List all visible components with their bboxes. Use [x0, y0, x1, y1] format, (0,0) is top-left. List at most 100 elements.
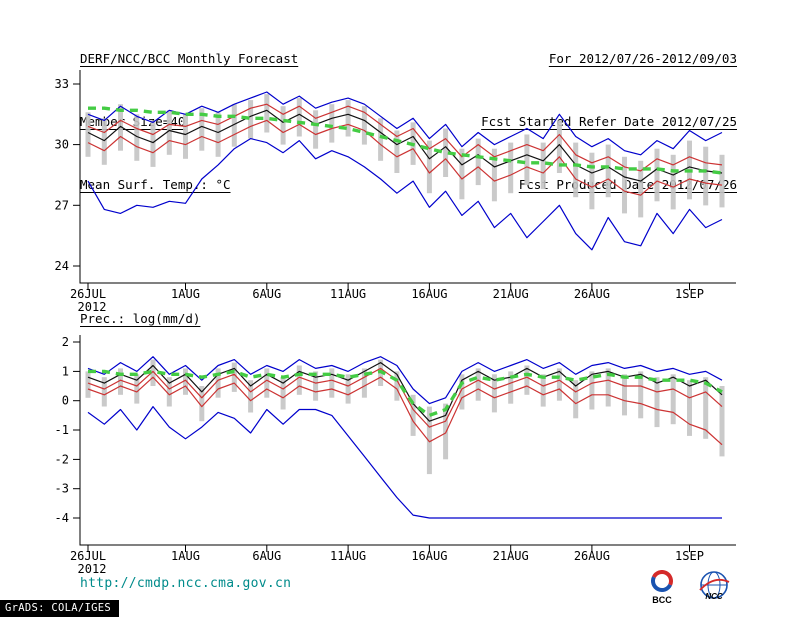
spread-bar [410, 394, 416, 436]
spread-bar [361, 106, 367, 145]
series-upper-quartile-line [87, 103, 723, 172]
series-upper-quartile-line [87, 367, 723, 428]
spread-bar [638, 160, 644, 218]
spread-bar [540, 142, 546, 190]
bcc-swirl-icon [651, 570, 673, 592]
spread-bar [459, 148, 465, 200]
spread-bar [313, 371, 319, 401]
x-tick-label: 21AUG [493, 287, 529, 301]
x-tick-label: 26AUG [574, 549, 610, 563]
spread-bar [589, 371, 595, 410]
x-tick-label: 11AUG [330, 287, 366, 301]
spread-bar [183, 114, 188, 159]
bcc-logo: BCC [651, 570, 673, 605]
series-lower-quartile-line [87, 119, 723, 196]
spread-bar [85, 112, 91, 157]
series-climatology-line [88, 106, 723, 175]
spread-bar [378, 118, 384, 161]
spread-bar [703, 146, 709, 206]
spread-bar [166, 377, 172, 407]
spread-bar [101, 118, 107, 165]
spread-bar [426, 140, 432, 194]
spread-bar [150, 120, 156, 167]
series-ensemble-min-line [87, 406, 722, 519]
spread-bar [654, 377, 660, 428]
x-tick-label: 1SEP [675, 549, 704, 563]
y-tick-label: -2 [55, 452, 69, 466]
spread-bar [622, 374, 627, 416]
spread-bar [524, 365, 530, 395]
grads-credit-banner: GrADS: COLA/IGES [0, 600, 119, 617]
y-tick-label: 27 [55, 198, 69, 212]
spread-bar [622, 156, 627, 214]
spread-bar [670, 374, 676, 425]
spread-bar [508, 142, 514, 194]
spread-bar [670, 154, 676, 210]
spread-bar [215, 368, 221, 398]
x-tick-label: 1AUG [171, 287, 200, 301]
temp-variable-label: Mean Surf. Temp.: °C [80, 177, 231, 192]
x-tick-label: 11AUG [330, 549, 366, 563]
spread-bar [540, 374, 546, 407]
y-tick-label: -4 [55, 511, 69, 525]
series-ensemble-mean-line [87, 109, 723, 182]
spread-bar [605, 368, 611, 407]
spread-bar [589, 152, 595, 210]
spread-bar [313, 110, 319, 149]
spread-bar [329, 368, 335, 398]
chart-axis [79, 335, 736, 546]
x-tick-label: 6AUG [252, 549, 281, 563]
spread-bar [118, 368, 123, 395]
y-tick-label: 30 [55, 138, 69, 152]
spread-bar [394, 371, 400, 401]
spread-bar [183, 368, 188, 395]
spread-bar [361, 368, 367, 398]
spread-bar [166, 110, 172, 155]
ncc-logo: NCC [699, 571, 730, 601]
spread-bar [573, 142, 579, 198]
y-tick-label: -1 [55, 423, 69, 437]
spread-bar [264, 368, 270, 398]
spread-bar [394, 130, 400, 173]
series-ensemble-max-line [87, 356, 723, 405]
spread-bar [264, 94, 270, 133]
x-tick-label: 1AUG [171, 549, 200, 563]
spread-bar [687, 380, 692, 436]
y-tick-label: 33 [55, 77, 69, 91]
y-tick-label: 2 [62, 335, 69, 349]
spread-bar [556, 120, 562, 173]
spread-bar [231, 104, 237, 147]
forecast-range-label: For 2012/07/26-2012/09/03 [548, 51, 737, 66]
spread-bar [329, 104, 335, 143]
bcc-swirl-center [657, 576, 667, 586]
spread-bar [296, 365, 302, 395]
bcc-swirl-red-arc [652, 570, 673, 586]
spread-bar [85, 371, 91, 398]
spread-bar [118, 104, 123, 151]
y-tick-label: 1 [62, 364, 69, 378]
website-url[interactable]: http://cmdp.ncc.cma.gov.cn [80, 576, 292, 591]
bcc-logo-text: BCC [652, 595, 672, 605]
spread-bar [150, 359, 156, 386]
spread-bar [491, 148, 497, 202]
spread-bar [654, 148, 660, 202]
x-tick-label: 26AUG [574, 287, 610, 301]
spread-bar [101, 377, 107, 407]
spread-bar [134, 374, 140, 404]
spread-bar [280, 106, 286, 145]
chart-axis [79, 70, 736, 284]
spread-bar [199, 108, 205, 151]
spread-bar [443, 128, 449, 177]
x-tick-label: 6AUG [252, 287, 281, 301]
spread-bar [280, 377, 286, 410]
spread-bar [719, 154, 725, 208]
page-title: DERF/NCC/BCC Monthly Forecast [80, 51, 299, 66]
x-tick-label: 1SEP [675, 287, 704, 301]
spread-bar [605, 144, 611, 198]
spread-bar [345, 374, 351, 404]
spread-bar [215, 112, 221, 157]
x-tick-label: 26JUL [70, 549, 106, 563]
spread-bar [556, 368, 562, 401]
precip-variable-label: Prec.: log(mm/d) [80, 311, 201, 326]
